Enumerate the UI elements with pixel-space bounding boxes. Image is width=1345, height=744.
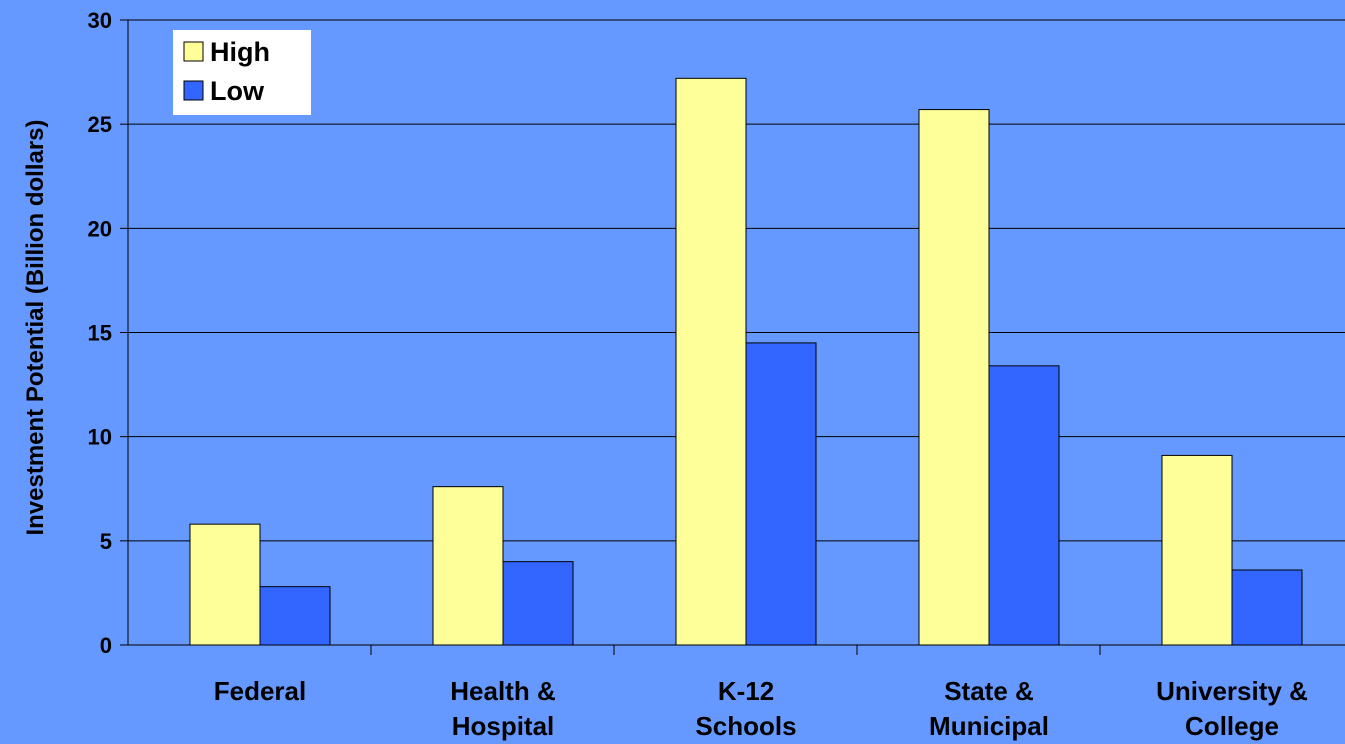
legend-swatch-high — [183, 41, 204, 62]
x-category-label: Municipal — [929, 711, 1049, 741]
bar-low — [988, 365, 1060, 646]
y-tick-label: 30 — [88, 8, 112, 33]
x-category-label: Federal — [214, 676, 307, 706]
bar-high — [189, 523, 261, 646]
y-tick-label: 0 — [100, 633, 112, 658]
legend-label-high: High — [210, 37, 270, 67]
x-category-label: Schools — [695, 711, 796, 741]
bar-high — [675, 77, 747, 646]
bar-high — [1161, 454, 1233, 646]
bar-low — [1231, 569, 1303, 646]
y-axis-title: Investment Potential (Billion dollars) — [22, 119, 49, 535]
bar-high — [432, 486, 504, 646]
y-tick-label: 20 — [88, 216, 112, 241]
bar-low — [745, 342, 817, 646]
x-category-label: K-12 — [718, 676, 774, 706]
y-tick-label: 10 — [88, 425, 112, 450]
y-tick-label: 5 — [100, 529, 112, 554]
x-category-label: State & — [944, 676, 1034, 706]
legend-label-low: Low — [210, 76, 265, 106]
x-category-label: Health & — [450, 676, 555, 706]
x-category-label: Hospital — [452, 711, 555, 741]
y-tick-label: 25 — [88, 112, 112, 137]
y-tick-label: 15 — [88, 321, 112, 346]
bar-low — [259, 586, 331, 646]
x-category-label: College — [1185, 711, 1279, 741]
x-category-label: University & — [1156, 676, 1308, 706]
bar-low — [502, 561, 574, 646]
legend-swatch-low — [183, 80, 204, 101]
bar-high — [918, 109, 990, 646]
